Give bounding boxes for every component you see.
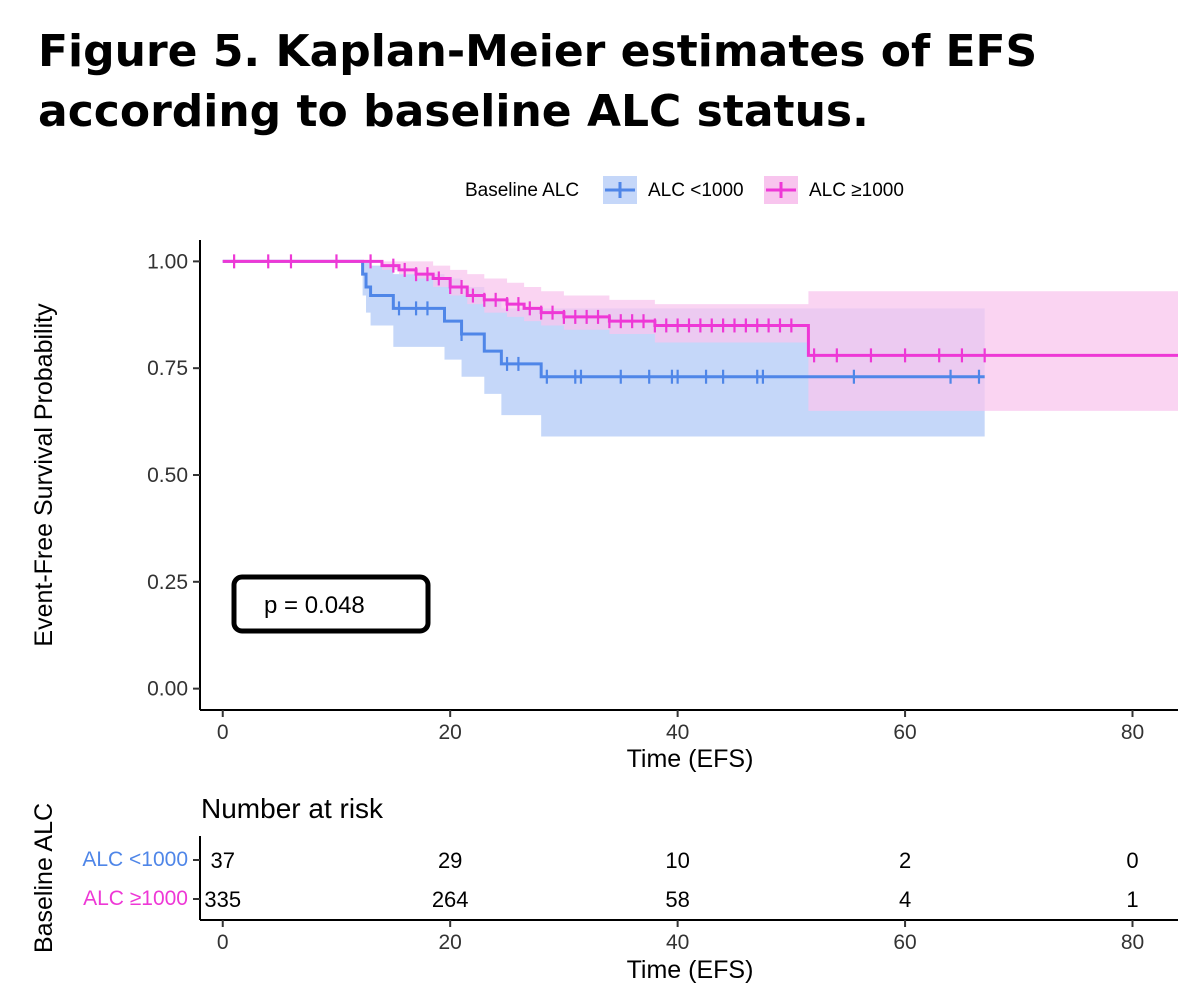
risk-value: 0 xyxy=(1126,848,1138,873)
legend-label-high: ALC ≥1000 xyxy=(809,180,904,201)
y-tick-label: 0.50 xyxy=(147,464,188,487)
p-value-frame xyxy=(231,574,431,634)
risk-row-label-low: ALC <1000 xyxy=(82,848,188,871)
risk-value: 29 xyxy=(438,848,462,873)
risk-x-tick-label: 60 xyxy=(893,931,916,954)
risk-value: 1 xyxy=(1126,887,1138,912)
risk-value: 264 xyxy=(432,887,469,912)
risk-table: Number at risk Baseline ALC ALC <1000 AL… xyxy=(30,793,1178,984)
ci-band-high xyxy=(364,261,1178,411)
risk-row-label-high: ALC ≥1000 xyxy=(83,887,188,910)
risk-value: 4 xyxy=(899,887,911,912)
risk-x-tick-label: 80 xyxy=(1121,931,1144,954)
y-tick-label: 0.00 xyxy=(147,678,188,701)
risk-value: 37 xyxy=(211,848,235,873)
risk-value: 58 xyxy=(665,887,689,912)
x-tick-label: 60 xyxy=(893,721,916,744)
risk-value: 335 xyxy=(204,887,241,912)
y-axis-title: Event-Free Survival Probability xyxy=(30,303,58,647)
risk-value: 2 xyxy=(899,848,911,873)
legend-title: Baseline ALC xyxy=(465,180,579,201)
figure-label: Figure 5. xyxy=(38,26,261,77)
axes: 0.00 0.25 0.50 0.75 1.00 0 20 40 60 80 xyxy=(147,240,1178,744)
risk-value: 10 xyxy=(665,848,689,873)
x-tick-label: 0 xyxy=(217,721,229,744)
legend: Baseline ALC ALC <1000 ALC ≥1000 xyxy=(465,176,904,204)
risk-x-tick-label: 40 xyxy=(666,931,689,954)
x-axis-title: Time (EFS) xyxy=(627,745,754,773)
y-tick-label: 0.75 xyxy=(147,357,188,380)
risk-strata-label: Baseline ALC xyxy=(30,803,58,953)
risk-x-title: Time (EFS) xyxy=(627,956,754,984)
risk-x-tick-label: 20 xyxy=(439,931,462,954)
y-tick-label: 0.25 xyxy=(147,571,188,594)
figure-caption: Kaplan-Meier estimates of EFS according … xyxy=(38,26,1038,137)
x-tick-label: 40 xyxy=(666,721,689,744)
plot-area xyxy=(222,254,1178,437)
legend-label-low: ALC <1000 xyxy=(648,180,744,201)
risk-table-title: Number at risk xyxy=(201,793,384,824)
p-value-box: p = 0.048 xyxy=(231,574,431,634)
figure-title: Figure 5. Kaplan-Meier estimates of EFS … xyxy=(38,22,1178,142)
km-curve-low xyxy=(222,259,985,379)
y-tick-label: 1.00 xyxy=(147,250,188,273)
p-value-text: p = 0.048 xyxy=(264,592,365,619)
x-tick-label: 20 xyxy=(439,721,462,744)
risk-x-tick-label: 0 xyxy=(217,931,229,954)
x-tick-label: 80 xyxy=(1121,721,1144,744)
